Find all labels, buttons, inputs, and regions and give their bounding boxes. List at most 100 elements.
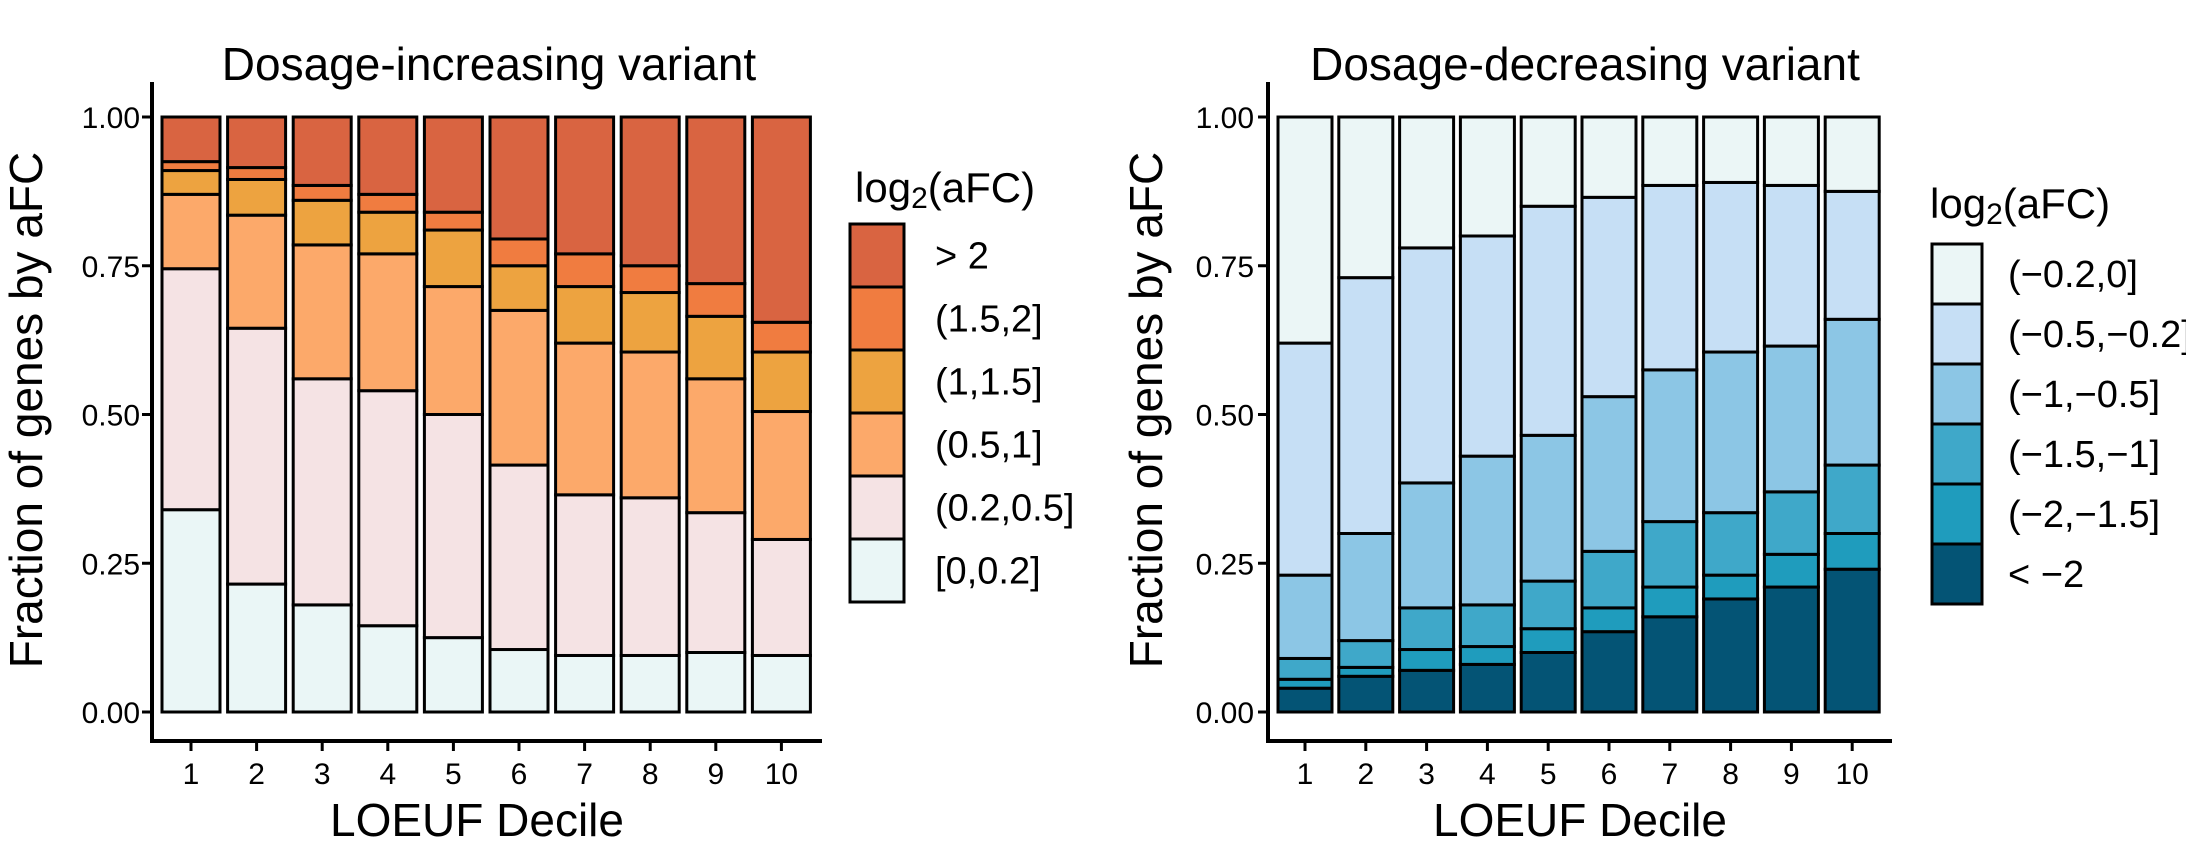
bar-segment bbox=[685, 511, 747, 654]
x-tick-label: 5 bbox=[445, 758, 462, 791]
bar-segment bbox=[226, 177, 288, 217]
panel-dosage-increasing: Dosage-increasing variant Fraction of ge… bbox=[0, 38, 1074, 845]
bar-segment bbox=[1276, 341, 1334, 577]
bar-segment bbox=[422, 115, 484, 214]
legend-label: (1.5,2] bbox=[935, 299, 1043, 341]
bar-segment bbox=[1702, 597, 1760, 714]
bar-segment bbox=[1337, 674, 1395, 714]
bar-segment bbox=[1276, 686, 1334, 714]
legend-label: (1,1.5] bbox=[935, 362, 1043, 404]
x-tick-label: 1 bbox=[183, 758, 200, 791]
x-tick-label: 10 bbox=[765, 758, 798, 791]
bar-segment bbox=[685, 115, 747, 286]
bar-segment bbox=[1458, 454, 1516, 607]
bar-segment bbox=[1823, 532, 1881, 571]
legend-label: (0.2,0.5] bbox=[935, 488, 1074, 530]
legend-swatch bbox=[1930, 242, 1984, 306]
x-tick-label: 10 bbox=[1836, 758, 1869, 791]
legend-label: (−0.5,−0.2] bbox=[2008, 314, 2186, 356]
bar-segment bbox=[226, 115, 288, 170]
bar-segment bbox=[1458, 115, 1516, 238]
bar-segment bbox=[685, 314, 747, 381]
bar-segment bbox=[619, 291, 681, 354]
x-tick-label: 3 bbox=[1418, 758, 1435, 791]
bar-segment bbox=[1458, 603, 1516, 649]
bar-segment bbox=[422, 210, 484, 232]
bar-segment bbox=[357, 389, 419, 628]
bar-segment bbox=[422, 228, 484, 289]
bar-stack-group bbox=[160, 115, 812, 714]
bar-segment bbox=[1762, 183, 1820, 348]
x-axis-title: LOEUF Decile bbox=[330, 794, 624, 845]
bar-segment bbox=[619, 264, 681, 295]
bar-segment bbox=[422, 636, 484, 714]
bar-segment bbox=[1580, 195, 1638, 399]
bar-segment bbox=[1458, 645, 1516, 666]
bar-segment bbox=[750, 653, 812, 714]
legend-swatch bbox=[1930, 422, 1984, 486]
axes: 0.00 0.25 0.50 0.75 1.00 1 2 3 4 5 6 7 8 9 10 bbox=[82, 82, 822, 791]
panel-dosage-decreasing: Dosage-decreasing variant Fraction of ge… bbox=[1120, 38, 2186, 845]
bar-segment bbox=[226, 213, 288, 330]
bar-segment bbox=[291, 603, 353, 714]
bar-segment bbox=[1580, 549, 1638, 610]
y-tick-label: 1.00 bbox=[82, 102, 140, 135]
bar-segment bbox=[685, 282, 747, 318]
bar-segment bbox=[685, 377, 747, 515]
bar-segment bbox=[750, 537, 812, 657]
y-tick-label: 0.50 bbox=[1196, 400, 1254, 433]
bar-segment bbox=[1519, 204, 1577, 437]
bar-segment bbox=[750, 410, 812, 541]
bar-segment bbox=[554, 653, 616, 714]
bar-segment bbox=[1519, 433, 1577, 583]
bar-segment bbox=[488, 463, 550, 652]
x-tick-label: 8 bbox=[1722, 758, 1739, 791]
bar-segment bbox=[1458, 234, 1516, 458]
bar-segment bbox=[1823, 115, 1881, 193]
x-tick-label: 6 bbox=[1601, 758, 1618, 791]
bar-segment bbox=[1762, 115, 1820, 187]
bar-segment bbox=[1762, 585, 1820, 714]
legend-label: > 2 bbox=[935, 236, 989, 278]
bar-segment bbox=[1337, 532, 1395, 643]
bar-segment bbox=[357, 210, 419, 256]
legend-swatch bbox=[848, 285, 906, 352]
legend: log2(aFC) (−0.2,0] (−0.5,−0.2] (−1,−0.5] (−1… bbox=[1930, 180, 2186, 606]
bar-segment bbox=[619, 115, 681, 268]
bar-segment bbox=[357, 252, 419, 393]
x-tick-label: 4 bbox=[379, 758, 396, 791]
bar-segment bbox=[1398, 115, 1456, 250]
legend-label: [0,0.2] bbox=[935, 551, 1041, 593]
x-tick-label: 7 bbox=[1661, 758, 1678, 791]
x-tick-label: 4 bbox=[1479, 758, 1496, 791]
bar-segment bbox=[226, 326, 288, 586]
bar-segment bbox=[1398, 246, 1456, 485]
bar-stack-group bbox=[1276, 115, 1881, 714]
y-tick-label: 0.25 bbox=[1196, 548, 1254, 581]
bar-segment bbox=[291, 377, 353, 607]
bar-segment bbox=[1458, 662, 1516, 714]
bar-segment bbox=[291, 198, 353, 247]
bar-segment bbox=[1702, 180, 1760, 354]
y-axis-title: Fraction of genes by aFC bbox=[0, 152, 52, 668]
axes: 0.00 0.25 0.50 0.75 1.00 1 2 3 4 5 6 7 8 9 10 bbox=[1196, 82, 1892, 791]
x-tick-label: 7 bbox=[576, 758, 593, 791]
bar-segment bbox=[554, 285, 616, 345]
bar-segment bbox=[160, 169, 222, 196]
y-tick-label: 0.50 bbox=[82, 400, 140, 433]
bar-segment bbox=[1398, 668, 1456, 714]
bar-segment bbox=[357, 115, 419, 196]
x-tick-label: 6 bbox=[511, 758, 528, 791]
bar-segment bbox=[1641, 520, 1699, 589]
bar-segment bbox=[488, 115, 550, 241]
bar-segment bbox=[422, 285, 484, 417]
bar-segment bbox=[1823, 463, 1881, 536]
bar-segment bbox=[750, 115, 812, 324]
legend-label: < −2 bbox=[2008, 554, 2084, 596]
bar-segment bbox=[488, 648, 550, 714]
bar-segment bbox=[1276, 656, 1334, 681]
legend-swatch bbox=[848, 222, 906, 289]
bar-segment bbox=[1276, 115, 1334, 345]
x-tick-label: 2 bbox=[1357, 758, 1374, 791]
x-axis-title: LOEUF Decile bbox=[1433, 794, 1727, 845]
